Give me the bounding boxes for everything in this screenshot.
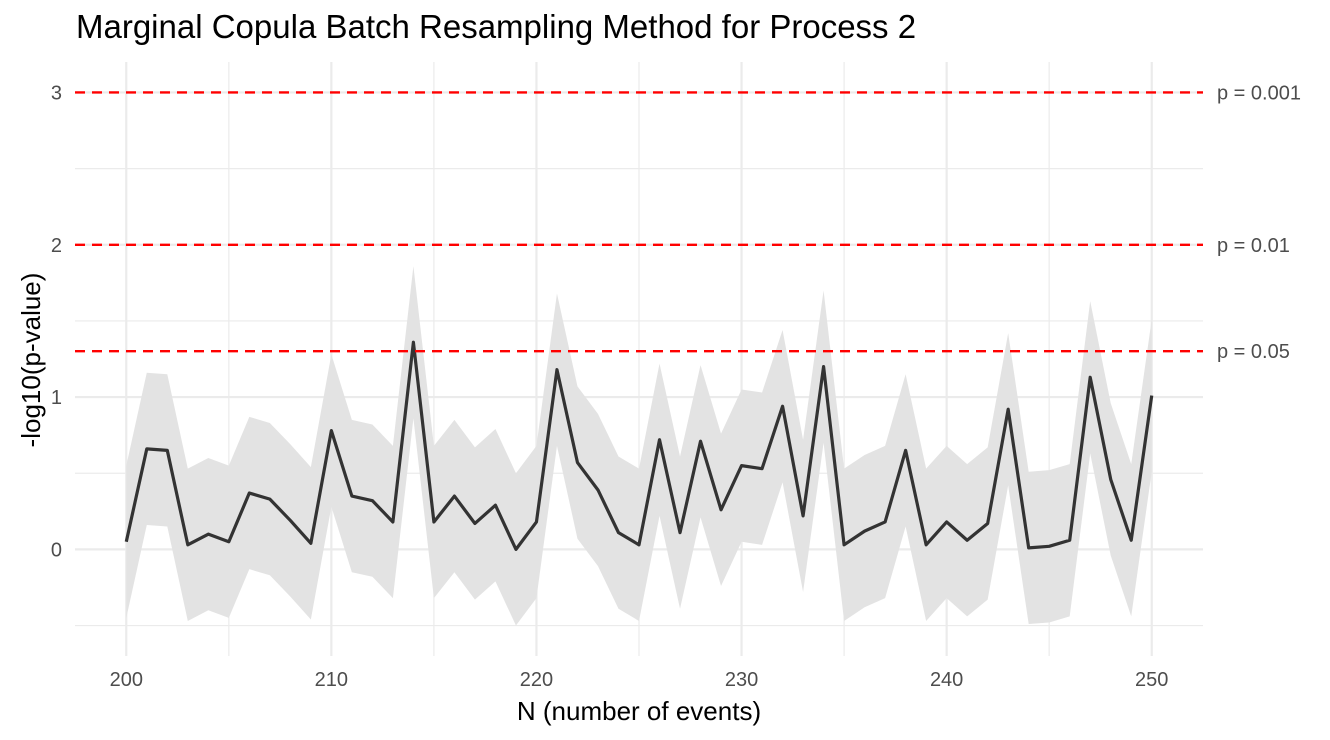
series-line-layer bbox=[124, 340, 1154, 551]
reference-lines: p = 0.001 p = 0.01 p = 0.05 bbox=[75, 82, 1301, 363]
x-axis-title: N (number of events) bbox=[517, 696, 761, 726]
x-tick-label: 220 bbox=[520, 669, 553, 691]
y-tick-label: 1 bbox=[51, 387, 62, 409]
x-tick-label: 240 bbox=[930, 669, 963, 691]
reference-line-label: p = 0.01 bbox=[1217, 235, 1290, 257]
x-tick-label: 210 bbox=[315, 669, 348, 691]
confidence-band-layer bbox=[126, 266, 1152, 626]
y-tick-label: 3 bbox=[51, 82, 62, 104]
chart-title: Marginal Copula Batch Resampling Method … bbox=[76, 8, 917, 45]
reference-line-label: p = 0.05 bbox=[1217, 341, 1290, 363]
y-tick-label: 2 bbox=[51, 235, 62, 257]
confidence-band bbox=[126, 266, 1152, 626]
reference-line-label: p = 0.001 bbox=[1217, 82, 1301, 104]
y-axis-title: -log10(p-value) bbox=[16, 273, 46, 448]
series-line bbox=[124, 340, 1154, 551]
y-tick-labels: 0 1 2 3 bbox=[51, 82, 62, 561]
x-tick-label: 250 bbox=[1135, 669, 1168, 691]
x-tick-labels: 200 210 220 230 240 250 bbox=[110, 669, 1169, 691]
x-tick-label: 200 bbox=[110, 669, 143, 691]
x-tick-label: 230 bbox=[725, 669, 758, 691]
y-tick-label: 0 bbox=[51, 539, 62, 561]
